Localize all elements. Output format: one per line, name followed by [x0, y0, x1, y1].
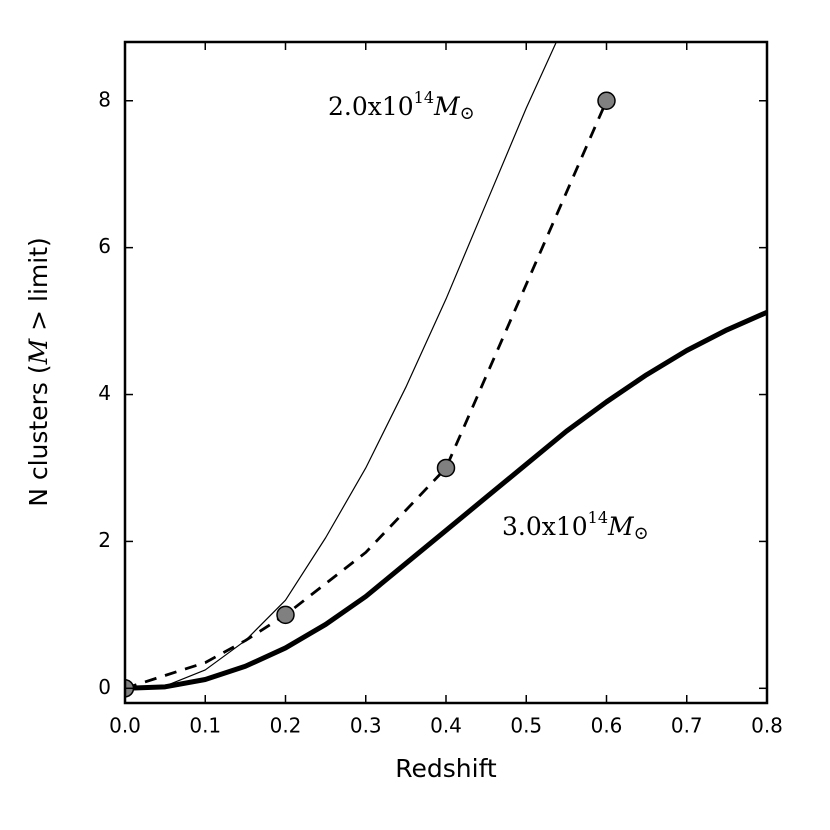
- annotation: 2.0x1014M⊙: [328, 88, 475, 125]
- y-tick-label: 2: [98, 528, 111, 552]
- x-tick-label: 0.3: [350, 714, 382, 738]
- plot-area: [125, 42, 767, 698]
- x-tick-label: 0.2: [270, 714, 302, 738]
- x-tick-label: 0.7: [671, 714, 703, 738]
- ann-mass: M: [433, 92, 461, 121]
- x-tick-label: 0.8: [751, 714, 783, 738]
- line-series: [125, 100, 608, 690]
- ann-text: 2.0x10: [328, 92, 414, 121]
- y-tick-label: 0: [98, 675, 111, 699]
- y-axis-label: N clusters (M > limit): [24, 237, 54, 507]
- axes-frame: [123, 40, 769, 705]
- data-point: [436, 458, 456, 478]
- y-label-part: N clusters (: [24, 364, 53, 506]
- line-series: [125, 42, 558, 689]
- x-tick-label: 0.1: [189, 714, 221, 738]
- annotation: 3.0x1014M⊙: [502, 508, 649, 545]
- x-tick-label: 0.6: [591, 714, 623, 738]
- x-tick-label: 0.4: [430, 714, 462, 738]
- data-point: [597, 91, 616, 111]
- ann-sun: ⊙: [460, 103, 475, 124]
- x-axis-label: Redshift: [395, 754, 497, 783]
- y-label-part: M: [24, 337, 53, 365]
- y-tick-label: 4: [98, 381, 111, 405]
- ann-mass: M: [607, 512, 635, 541]
- y-label-part: > limit): [24, 237, 53, 339]
- ann-sup: 14: [414, 88, 434, 107]
- data-point: [276, 605, 295, 625]
- x-tick-label: 0.5: [510, 714, 542, 738]
- ann-sun: ⊙: [634, 523, 649, 544]
- y-tick-label: 8: [98, 87, 111, 111]
- x-tick-label: 0.0: [109, 714, 141, 738]
- ann-sup: 14: [588, 508, 608, 527]
- line-series: [125, 309, 767, 691]
- y-tick-label: 6: [98, 234, 111, 258]
- ann-text: 3.0x10: [502, 512, 588, 541]
